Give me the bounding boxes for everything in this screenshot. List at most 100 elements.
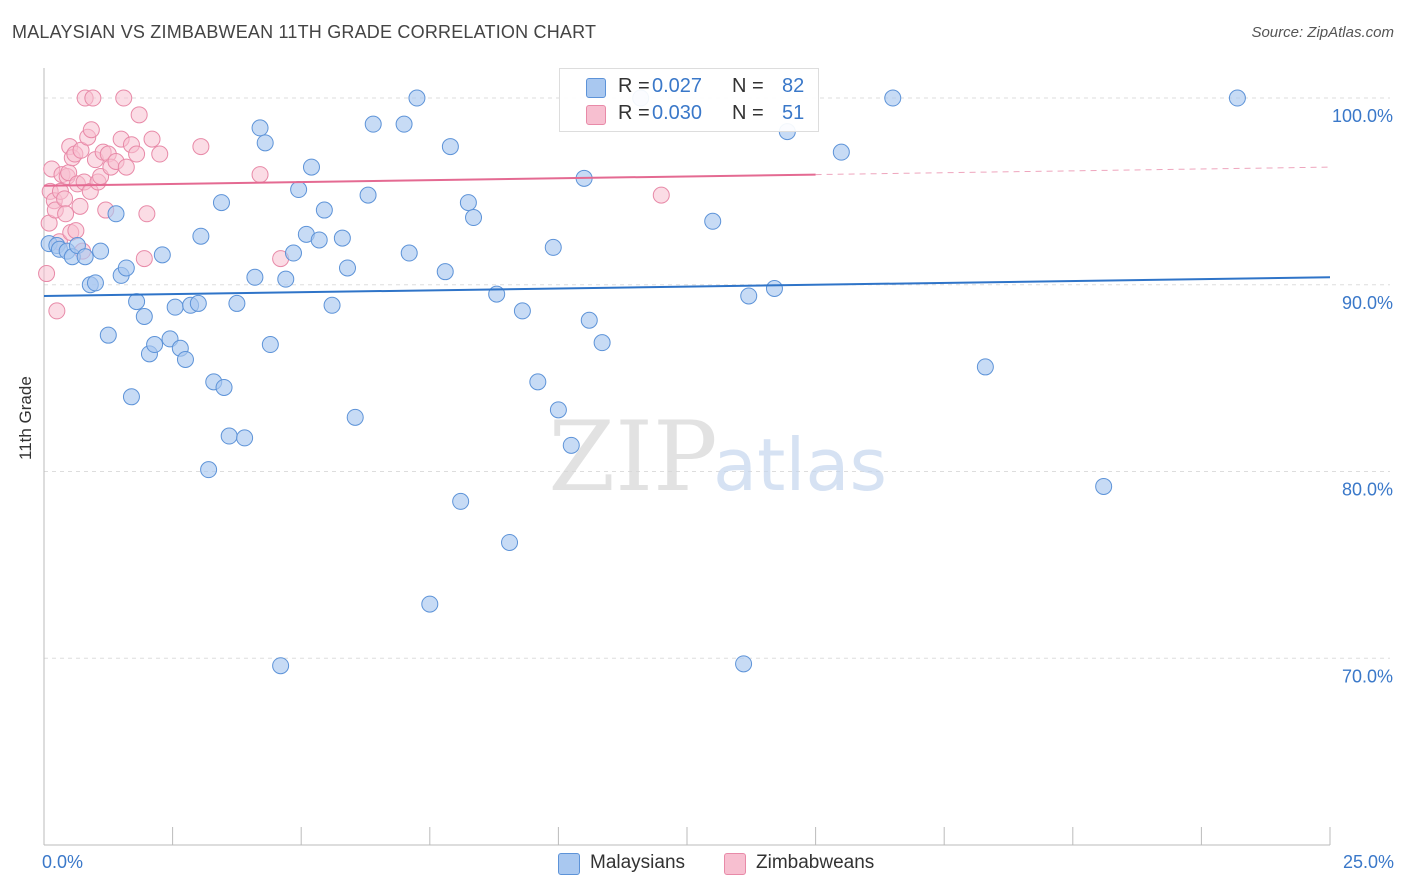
r-value: 0.030	[652, 102, 703, 124]
data-points	[38, 89, 1246, 675]
malaysian-point	[189, 294, 207, 312]
malaysian-point	[740, 287, 758, 305]
malaysian-point	[400, 244, 418, 262]
zimbabwean-point	[652, 186, 670, 204]
series-legend: Malaysians Zimbabweans	[0, 852, 1406, 878]
chart-title: MALAYSIAN VS ZIMBABWEAN 11TH GRADE CORRE…	[12, 22, 597, 42]
malaysian-point	[302, 158, 320, 176]
malaysian-point	[212, 194, 230, 212]
source-label: Source: ZipAtlas.com	[1251, 24, 1394, 41]
malaysian-point	[92, 242, 110, 260]
zimbabwean-point	[192, 138, 210, 156]
malaysian-point	[122, 388, 140, 406]
malaysian-point	[228, 294, 246, 312]
trend-lines	[43, 166, 1331, 297]
n-value: 51	[782, 102, 805, 124]
zimbabwean-point	[57, 205, 75, 223]
malaysian-point	[735, 655, 753, 673]
malaysian-point	[215, 378, 233, 396]
malaysian-point	[593, 334, 611, 352]
malaysian-point	[1228, 89, 1246, 107]
malaysian-point	[513, 302, 531, 320]
malaysian-point	[166, 298, 184, 316]
malaysian-point	[436, 263, 454, 281]
n-label: N =	[732, 102, 764, 124]
zimbabweans-trend-line	[43, 173, 816, 187]
watermark-atlas: atlas	[713, 423, 887, 507]
zimbabweans-trend-extension	[815, 166, 1331, 176]
malaysian-point	[421, 595, 439, 613]
r-label: R =	[618, 75, 650, 97]
malaysian-point	[315, 201, 333, 219]
malaysian-point	[99, 326, 117, 344]
watermark-zip: ZIP	[548, 401, 717, 513]
y-tick-label: 100.0%	[1332, 106, 1393, 126]
malaysian-point	[333, 229, 351, 247]
zimbabwean-point	[115, 89, 133, 107]
malaysian-point	[765, 279, 783, 297]
malaysian-point	[544, 238, 562, 256]
malaysian-point	[395, 115, 413, 133]
legend-swatch-malaysians	[558, 853, 580, 875]
malaysians-swatch	[586, 78, 606, 98]
malaysian-point	[284, 244, 302, 262]
zimbabweans-swatch	[586, 105, 606, 125]
malaysian-point	[236, 429, 254, 447]
malaysian-point	[277, 270, 295, 288]
malaysian-point	[86, 274, 104, 292]
x-max-label: 25.0%	[1342, 852, 1394, 872]
grid-lines	[44, 97, 1390, 659]
malaysian-point	[246, 268, 264, 286]
malaysian-point	[452, 492, 470, 510]
malaysian-point	[1095, 477, 1113, 495]
malaysian-point	[290, 181, 308, 199]
malaysian-point	[310, 231, 328, 249]
zimbabwean-point	[48, 302, 66, 320]
malaysian-point	[153, 246, 171, 264]
malaysian-point	[465, 209, 483, 227]
malaysian-point	[76, 248, 94, 266]
y-tick-labels: 70.0% 80.0% 90.0% 100.0%	[1332, 106, 1393, 686]
zimbabwean-point	[117, 158, 135, 176]
x-min-label: 0.0%	[42, 852, 84, 872]
n-value: 82	[782, 75, 805, 97]
malaysian-point	[200, 461, 218, 479]
zimbabwean-point	[128, 145, 146, 163]
malaysians-trend-line	[43, 276, 1331, 297]
malaysian-point	[128, 293, 146, 311]
n-label: N =	[732, 75, 764, 97]
zimbabwean-point	[38, 265, 56, 283]
zimbabwean-point	[130, 106, 148, 124]
malaysian-point	[117, 259, 135, 277]
malaysian-point	[884, 89, 902, 107]
zimbabwean-point	[135, 250, 153, 268]
malaysian-point	[359, 186, 377, 204]
y-tick-label: 90.0%	[1342, 293, 1393, 313]
malaysian-point	[704, 212, 722, 230]
legend-label-malaysians: Malaysians	[590, 852, 686, 873]
zimbabwean-point	[138, 205, 156, 223]
malaysian-point	[256, 134, 274, 152]
malaysian-point	[135, 308, 153, 326]
legend-label-zimbabweans: Zimbabweans	[756, 852, 875, 873]
axes	[43, 68, 1331, 846]
malaysian-point	[408, 89, 426, 107]
malaysian-point	[176, 350, 194, 368]
malaysian-point	[529, 373, 547, 391]
malaysian-point	[562, 436, 580, 454]
zimbabwean-point	[143, 130, 161, 148]
y-tick-label: 80.0%	[1342, 480, 1393, 500]
malaysian-point	[272, 657, 290, 675]
malaysian-point	[459, 194, 477, 212]
zimbabwean-point	[151, 145, 169, 163]
zimbabwean-point	[71, 197, 89, 215]
malaysian-point	[251, 119, 269, 137]
malaysian-point	[549, 401, 567, 419]
malaysian-point	[441, 138, 459, 156]
legend-swatch-zimbabweans	[724, 853, 746, 875]
malaysian-point	[146, 336, 164, 354]
zimbabwean-point	[56, 190, 74, 208]
r-value: 0.027	[652, 75, 703, 97]
malaysian-point	[501, 533, 519, 551]
